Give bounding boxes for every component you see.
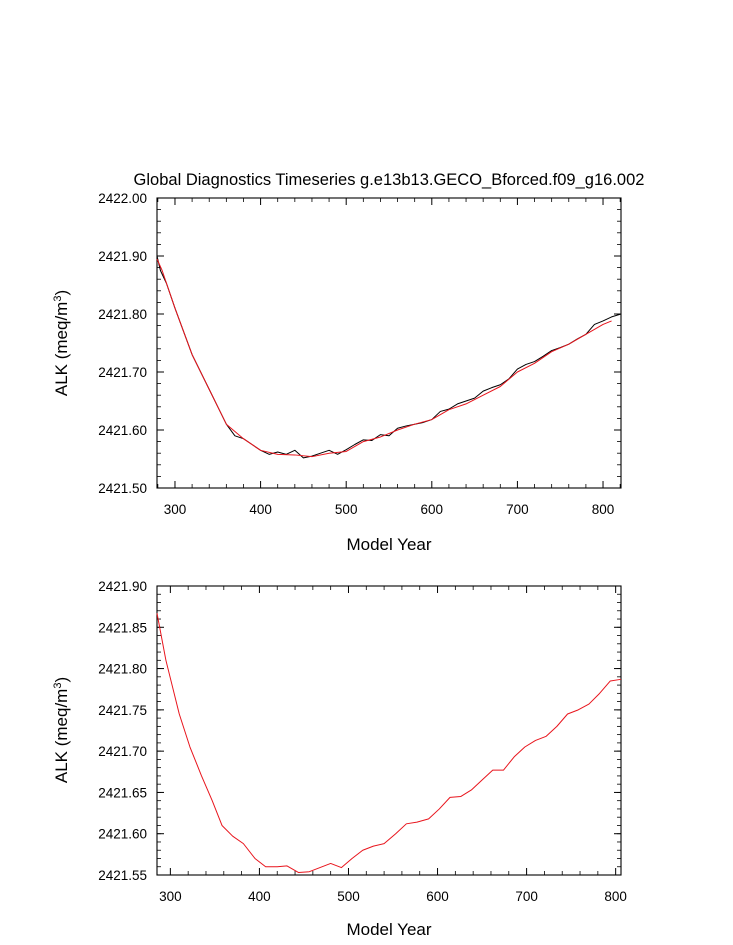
top-y-tick-label: 2422.00 bbox=[98, 191, 147, 206]
top-x-ticks: 300 400 500 600 700 800 bbox=[157, 198, 621, 517]
top-plot-frame bbox=[156, 197, 622, 489]
bottom-y-tick-label: 2421.55 bbox=[98, 868, 147, 883]
top-series-group bbox=[156, 255, 622, 459]
top-x-tick-label: 300 bbox=[164, 502, 187, 517]
top-y-tick-label: 2421.60 bbox=[98, 423, 147, 438]
bottom-y-axis-label-close: ) bbox=[52, 677, 71, 683]
top-x-tick-label: 700 bbox=[506, 502, 529, 517]
bottom-y-tick-label: 2421.70 bbox=[98, 744, 147, 759]
bottom-x-tick-label: 800 bbox=[604, 889, 627, 904]
bottom-x-tick-label: 600 bbox=[426, 889, 449, 904]
bottom-panel: 2421.55 2421.60 2421.65 2421.70 2421.75 2421.… bbox=[52, 579, 627, 939]
bottom-y-tick-label: 2421.75 bbox=[98, 703, 147, 718]
top-x-axis-label: Model Year bbox=[346, 535, 431, 554]
bottom-x-tick-label: 500 bbox=[337, 889, 360, 904]
bottom-y-axis-label: ALK (meq/m3) bbox=[52, 677, 71, 783]
top-y-tick-label: 2421.90 bbox=[98, 249, 147, 264]
bottom-plot-frame bbox=[156, 585, 622, 876]
bottom-y-ticks: 2421.55 2421.60 2421.65 2421.70 2421.75 2421.… bbox=[98, 579, 621, 883]
top-y-tick-label: 2421.50 bbox=[98, 481, 147, 496]
top-y-axis-label-close: ) bbox=[52, 290, 71, 296]
bottom-y-tick-label: 2421.90 bbox=[98, 579, 147, 594]
top-y-ticks: 2421.50 2421.60 2421.70 2421.80 2421.90 2422.… bbox=[98, 191, 621, 496]
bottom-x-ticks: 300 400 500 600 700 800 bbox=[159, 586, 627, 904]
bottom-y-tick-label: 2421.60 bbox=[98, 827, 147, 842]
top-x-tick-label: 800 bbox=[592, 502, 615, 517]
bottom-y-axis-label-sup: 3 bbox=[52, 683, 64, 689]
bottom-x-tick-label: 400 bbox=[248, 889, 271, 904]
top-y-tick-label: 2421.70 bbox=[98, 365, 147, 380]
top-x-tick-label: 500 bbox=[335, 502, 358, 517]
bottom-series-line-decadal-mean bbox=[156, 613, 622, 874]
top-y-axis-label-sup: 3 bbox=[52, 296, 64, 302]
bottom-x-tick-label: 300 bbox=[159, 889, 182, 904]
top-y-axis-label-main: ALK (meq/m bbox=[52, 302, 71, 396]
top-series-line-smoothed bbox=[156, 258, 612, 458]
top-series-line-annual bbox=[156, 255, 622, 459]
top-x-tick-label: 600 bbox=[421, 502, 444, 517]
bottom-y-tick-label: 2421.85 bbox=[98, 620, 147, 635]
bottom-y-axis-label-main: ALK (meq/m bbox=[52, 689, 71, 783]
bottom-series-group bbox=[156, 613, 622, 874]
bottom-x-axis-label: Model Year bbox=[346, 920, 431, 939]
top-panel: Global Diagnostics Timeseries g.e13b13.G… bbox=[52, 171, 644, 554]
bottom-y-tick-label: 2421.65 bbox=[98, 785, 147, 800]
top-y-tick-label: 2421.80 bbox=[98, 307, 147, 322]
top-chart-title: Global Diagnostics Timeseries g.e13b13.G… bbox=[134, 171, 645, 189]
bottom-y-tick-label: 2421.80 bbox=[98, 662, 147, 677]
bottom-x-tick-label: 700 bbox=[515, 889, 538, 904]
top-x-tick-label: 400 bbox=[249, 502, 272, 517]
top-y-axis-label: ALK (meq/m3) bbox=[52, 290, 71, 396]
